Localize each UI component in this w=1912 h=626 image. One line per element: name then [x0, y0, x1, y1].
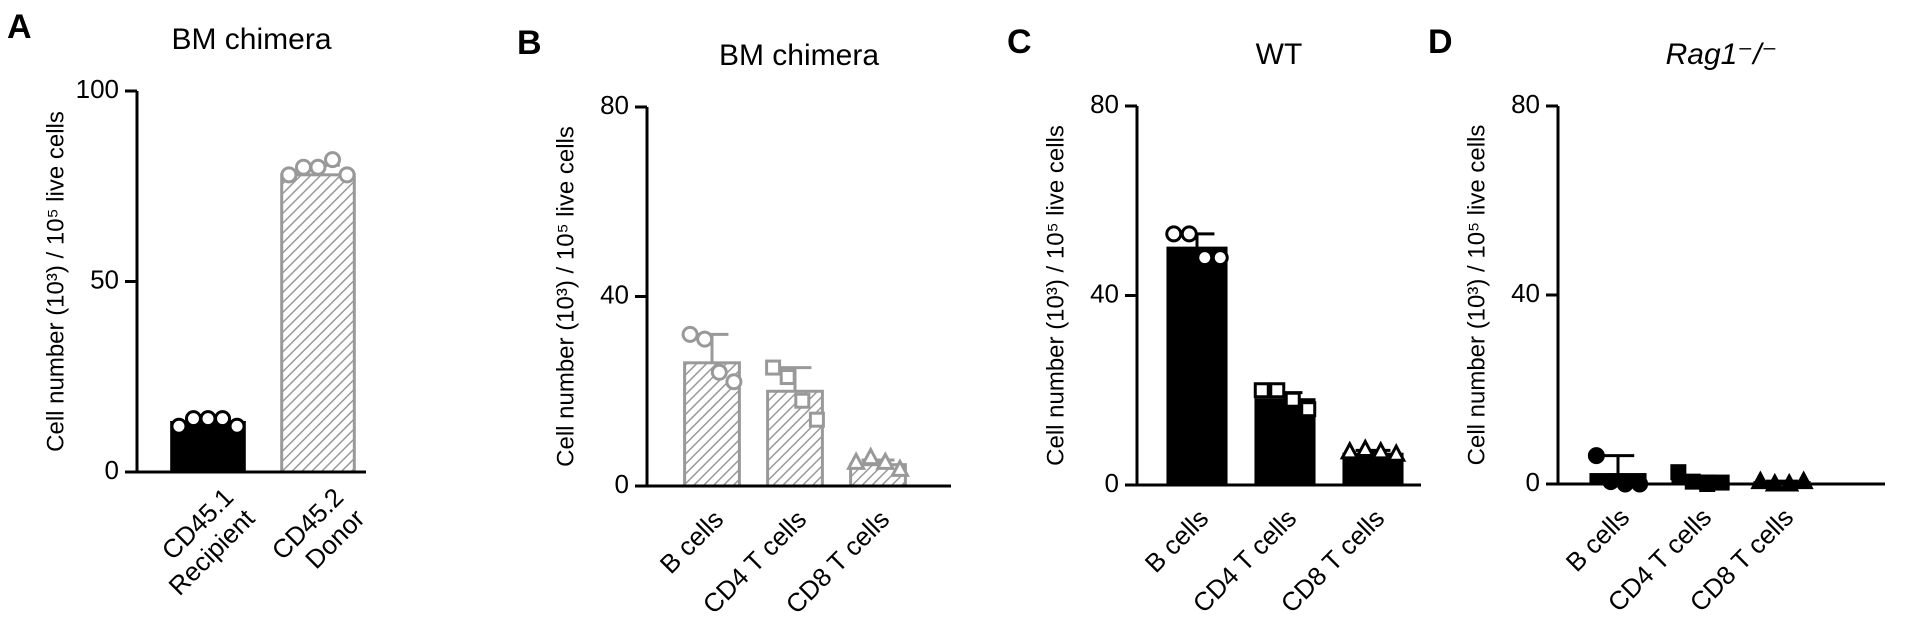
data-point — [846, 451, 867, 470]
data-point — [214, 410, 232, 428]
data-point — [1684, 473, 1701, 490]
y-tick-label: 0 — [1105, 468, 1119, 498]
data-point — [1355, 438, 1376, 457]
x-tick-label: B cells — [1560, 502, 1635, 577]
data-point — [1750, 470, 1771, 490]
x-tick-label-line: B cells — [654, 504, 729, 579]
data-point — [1269, 382, 1286, 399]
y-tick-label: 0 — [105, 455, 119, 485]
data-point — [1300, 401, 1317, 418]
data-point — [1339, 440, 1360, 460]
bar — [280, 173, 356, 474]
data-point — [779, 369, 796, 386]
x-tick-label: CD45.1Recipient — [141, 481, 261, 601]
data-point — [184, 410, 202, 428]
data-point — [1602, 473, 1620, 491]
data-point — [170, 417, 188, 435]
data-point — [1670, 464, 1687, 481]
x-tick-label-line: B cells — [1560, 502, 1635, 577]
data-point — [1284, 391, 1301, 408]
data-point — [875, 451, 896, 470]
data-point — [808, 411, 825, 428]
y-axis-label: Cell number (10³) / 10⁵ live cells — [42, 111, 69, 452]
data-point — [324, 151, 342, 169]
panel-letter: D — [1428, 23, 1453, 61]
y-tick-label: 40 — [600, 279, 629, 309]
error-bar — [1601, 454, 1635, 475]
data-point — [725, 373, 743, 391]
y-axis-label: Cell number (10³) / 10⁵ live cells — [1042, 125, 1069, 466]
x-tick-label: CD45.2Donor — [266, 482, 371, 587]
data-point — [860, 446, 881, 466]
data-point — [710, 363, 728, 381]
data-point — [794, 392, 811, 409]
y-tick-label: 0 — [1526, 467, 1540, 497]
data-point — [1180, 225, 1198, 243]
data-point — [1196, 249, 1214, 267]
data-point — [1253, 382, 1270, 399]
data-point — [1386, 443, 1407, 462]
y-tick-label: 40 — [1090, 278, 1119, 308]
x-tick-label: B cells — [654, 504, 729, 579]
data-point — [338, 166, 356, 184]
y-tick-label: 80 — [1090, 89, 1119, 119]
data-point — [1165, 225, 1183, 243]
panel-letter: A — [7, 8, 32, 46]
y-tick-label: 0 — [615, 469, 629, 499]
data-point — [280, 166, 298, 184]
data-point — [199, 410, 217, 428]
y-tick-label: 100 — [76, 74, 119, 104]
data-point — [309, 158, 327, 176]
y-tick-label: 50 — [90, 264, 119, 294]
y-tick-label: 40 — [1511, 278, 1540, 308]
data-point — [294, 158, 312, 176]
panel-title: BM chimera — [171, 23, 331, 56]
data-point — [1793, 470, 1814, 490]
data-point — [889, 458, 910, 477]
x-tick-label-line: B cells — [1139, 503, 1214, 578]
data-point — [681, 325, 699, 343]
x-tick-label: B cells — [1139, 503, 1214, 578]
data-point — [228, 417, 246, 435]
panel-letter: C — [1007, 23, 1032, 61]
data-point — [1370, 440, 1391, 460]
panel-title: BM chimera — [719, 39, 879, 72]
panel-title: Rag1⁻/⁻ — [1666, 38, 1778, 71]
y-tick-label: 80 — [600, 90, 629, 120]
bar — [1166, 246, 1228, 487]
y-tick-label: 80 — [1511, 89, 1540, 119]
data-point — [1587, 447, 1605, 465]
panel-title: WT — [1256, 38, 1303, 71]
data-point — [696, 330, 714, 348]
panel-letter: B — [517, 24, 542, 62]
data-point — [765, 359, 782, 376]
y-axis-label: Cell number (10³) / 10⁵ live cells — [552, 126, 579, 467]
y-axis-label: Cell number (10³) / 10⁵ live cells — [1463, 125, 1490, 466]
data-point — [1211, 249, 1229, 267]
